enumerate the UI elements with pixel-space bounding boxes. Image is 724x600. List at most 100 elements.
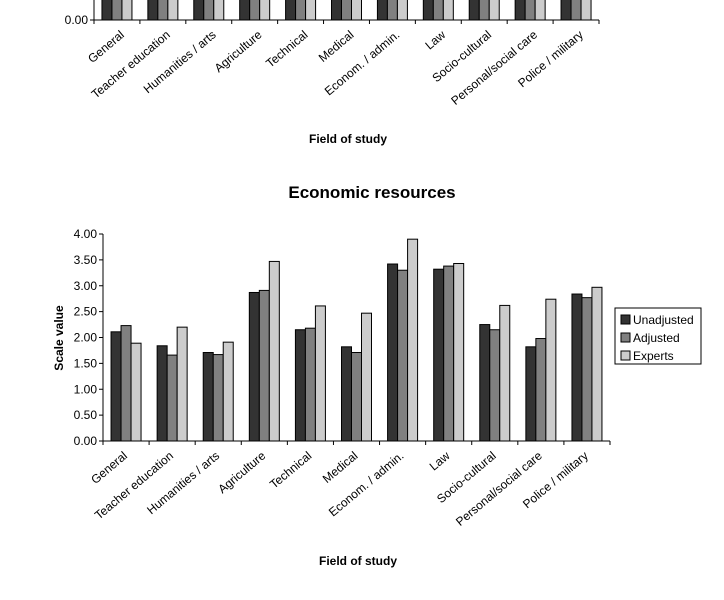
bar-experts-humanities-arts [222,341,234,442]
bar-experts-econom-admin [407,238,419,442]
top-bar-0-law [422,0,434,21]
bar-unadjusted-technical [294,329,306,442]
top-bar-0-humanities-arts [193,0,205,21]
bar-unadjusted-general [110,331,122,442]
x-tick-label-law: Law [427,448,453,473]
bar-experts-law [453,262,465,442]
x-tick-label-teacher-education: Teacher education [92,449,176,523]
x-axis-title: Field of study [319,554,397,568]
y-tick-label: 2.00 [74,331,98,345]
top-bar-1-technical [295,0,307,21]
top-x-tick-label-law: Law [422,27,448,52]
bar-unadjusted-econom-admin [387,263,399,442]
top-bar-1-medical [341,0,352,21]
top-x-tick-label-teacher-education: Teacher education [89,28,173,102]
top-x-tick-label-technical: Technical [263,28,310,71]
y-tick-label: 0.50 [74,408,98,422]
top-bar-0-agriculture [239,0,251,21]
top-bar-0-teacher-education [147,0,159,21]
top-bar-2-socio-cultural [488,0,500,21]
top-bar-1-personal-social-care [524,0,536,21]
bar-adjusted-personal-social-care [535,338,547,442]
legend-label-unadjusted: Unadjusted [633,313,694,327]
y-tick-label: 0.00 [74,434,98,448]
top-bar-1-econom-admin [386,0,398,21]
x-tick-label-general: General [88,449,130,487]
top-bar-0-technical [285,0,297,21]
bottom-chart: 0.00 0.50 1.00 1.50 2.00 2.50 3.00 3.50 4.00 Gene… [74,227,611,529]
bar-experts-personal-social-care [545,298,557,442]
top-bar-1-general [111,0,123,21]
top-bar-2-medical [351,0,362,21]
top-bar-2-agriculture [259,0,271,21]
top-x-tick-label-medical: Medical [316,28,357,65]
y-tick-label: 1.00 [74,382,98,396]
bar-adjusted-teacher-education [166,354,178,442]
bar-experts-general [130,342,142,442]
bar-unadjusted-personal-social-care [525,346,537,442]
top-x-axis-title: Field of study [309,132,387,146]
y-tick-label: 3.00 [74,279,98,293]
top-bar-2-technical [305,0,317,21]
bar-adjusted-law [443,265,455,442]
chart-title: Economic resources [288,183,455,202]
top-x-tick-label-general: General [85,28,127,66]
bar-adjusted-police-military [581,297,593,442]
legend-swatch-unadjusted [620,314,631,325]
top-bar-2-humanities-arts [213,0,225,21]
top-bar-2-law [442,0,454,21]
x-tick-label-technical: Technical [267,449,314,492]
bar-adjusted-technical [304,327,316,442]
bar-unadjusted-police-military [571,293,583,442]
top-bar-1-law [432,0,444,21]
bar-adjusted-humanities-arts [212,354,224,442]
top-bar-1-humanities-arts [203,0,215,21]
top-bar-1-teacher-education [157,0,169,21]
y-tick-label: 3.50 [74,253,98,267]
bar-adjusted-agriculture [258,289,270,442]
bar-unadjusted-law [433,268,445,442]
x-tick-label-agriculture: Agriculture [215,448,268,496]
top-bar-0-general [101,0,113,21]
legend-swatch-adjusted [620,332,631,343]
top-bar-2-econom-admin [396,0,408,21]
top-bar-0-medical [331,0,342,21]
top-bar-0-police-military [560,0,572,21]
bar-unadjusted-medical [341,346,352,442]
top-bar-2-personal-social-care [534,0,546,21]
bar-experts-teacher-education [176,326,188,442]
bar-adjusted-socio-cultural [489,329,501,442]
top-bar-2-police-military [580,0,592,21]
bar-unadjusted-socio-cultural [479,324,491,442]
legend: Unadjusted Adjusted Experts [614,307,702,365]
bar-experts-agriculture [268,260,280,442]
top-y-tick-label: 0.00 [65,13,89,27]
top-bar-0-personal-social-care [514,0,526,21]
bar-adjusted-medical [351,352,362,442]
top-bar-0-socio-cultural [468,0,480,21]
top-bar-2-teacher-education [167,0,179,21]
top-bar-0-econom-admin [376,0,388,21]
bar-experts-socio-cultural [499,304,511,442]
bar-experts-medical [361,312,372,442]
top-x-tick-label-agriculture: Agriculture [212,27,265,75]
y-tick-label: 1.50 [74,356,98,370]
y-tick-label: 2.50 [74,305,98,319]
top-bar-1-police-military [570,0,582,21]
legend-label-experts: Experts [633,349,674,363]
y-tick-label: 4.00 [74,227,98,241]
top-bar-1-agriculture [249,0,261,21]
y-axis-title: Scale value [52,305,66,371]
legend-label-adjusted: Adjusted [633,331,680,345]
top-bar-1-socio-cultural [478,0,490,21]
top-x-tick-label-personal-social-care: Personal/social care [448,27,540,107]
bar-unadjusted-agriculture [248,291,260,442]
bar-adjusted-general [120,325,132,442]
bar-unadjusted-teacher-education [156,345,168,442]
bar-unadjusted-humanities-arts [202,352,214,442]
bar-experts-technical [314,305,326,442]
legend-swatch-experts [620,350,631,361]
x-tick-label-personal-social-care: Personal/social care [453,448,545,528]
